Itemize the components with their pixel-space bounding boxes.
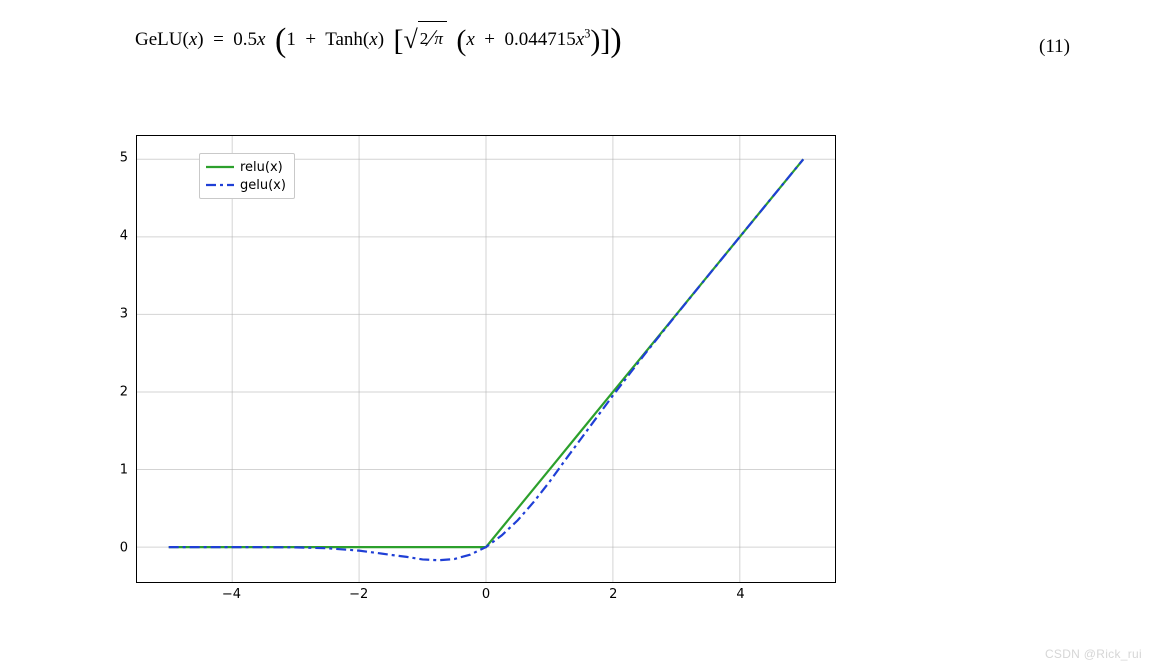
eq-sign: = [213, 29, 224, 50]
legend-label-gelu: gelu(x) [240, 178, 286, 193]
legend-swatch-relu [206, 160, 234, 174]
eq-sqrt-den: π [434, 29, 443, 48]
eq-lhs-func: GeLU [135, 29, 182, 50]
xtick-label: 4 [736, 587, 744, 602]
eq-var1: x [257, 29, 265, 50]
xtick-label: −2 [349, 587, 368, 602]
ytick-label: 5 [88, 151, 128, 166]
eq-tanh-arg: x [369, 29, 377, 50]
gelu-equation: GeLU(x) = 0.5x (1 + Tanh(x) [√2∕π (x + 0… [135, 22, 622, 52]
legend-swatch-gelu [206, 178, 234, 192]
legend-label-relu: relu(x) [240, 160, 283, 175]
ytick-label: 0 [88, 540, 128, 555]
eq-inner-var2: x [576, 29, 584, 50]
ytick-label: 2 [88, 385, 128, 400]
eq-plus1: + [305, 29, 316, 50]
ytick-label: 1 [88, 463, 128, 478]
eq-sqrt-num: 2 [420, 29, 429, 48]
watermark: CSDN @Rick_rui [1045, 647, 1142, 661]
equation-number: (11) [1039, 36, 1070, 58]
xtick-label: −4 [222, 587, 241, 602]
eq-inner-coef: 0.044715 [505, 29, 576, 50]
eq-tanh: Tanh [325, 29, 363, 50]
plot-area: relu(x) gelu(x) [136, 135, 836, 583]
eq-lhs-arg: x [189, 29, 197, 50]
legend-item-relu: relu(x) [206, 158, 286, 176]
equation-row: GeLU(x) = 0.5x (1 + Tanh(x) [√2∕π (x + 0… [0, 22, 1160, 82]
eq-sqrt: √2∕π [404, 22, 447, 52]
legend-item-gelu: gelu(x) [206, 176, 286, 194]
eq-coef: 0.5 [233, 29, 257, 50]
plot-svg [137, 136, 835, 582]
eq-one: 1 [286, 29, 296, 50]
chart: relu(x) gelu(x) −4 −2 0 2 4 0 1 2 3 4 5 [82, 125, 848, 620]
legend: relu(x) gelu(x) [199, 153, 295, 199]
eq-inner-var: x [466, 29, 474, 50]
eq-inner-plus: + [484, 29, 495, 50]
xtick-label: 2 [609, 587, 617, 602]
xtick-label: 0 [482, 587, 490, 602]
ytick-label: 3 [88, 307, 128, 322]
ytick-label: 4 [88, 229, 128, 244]
